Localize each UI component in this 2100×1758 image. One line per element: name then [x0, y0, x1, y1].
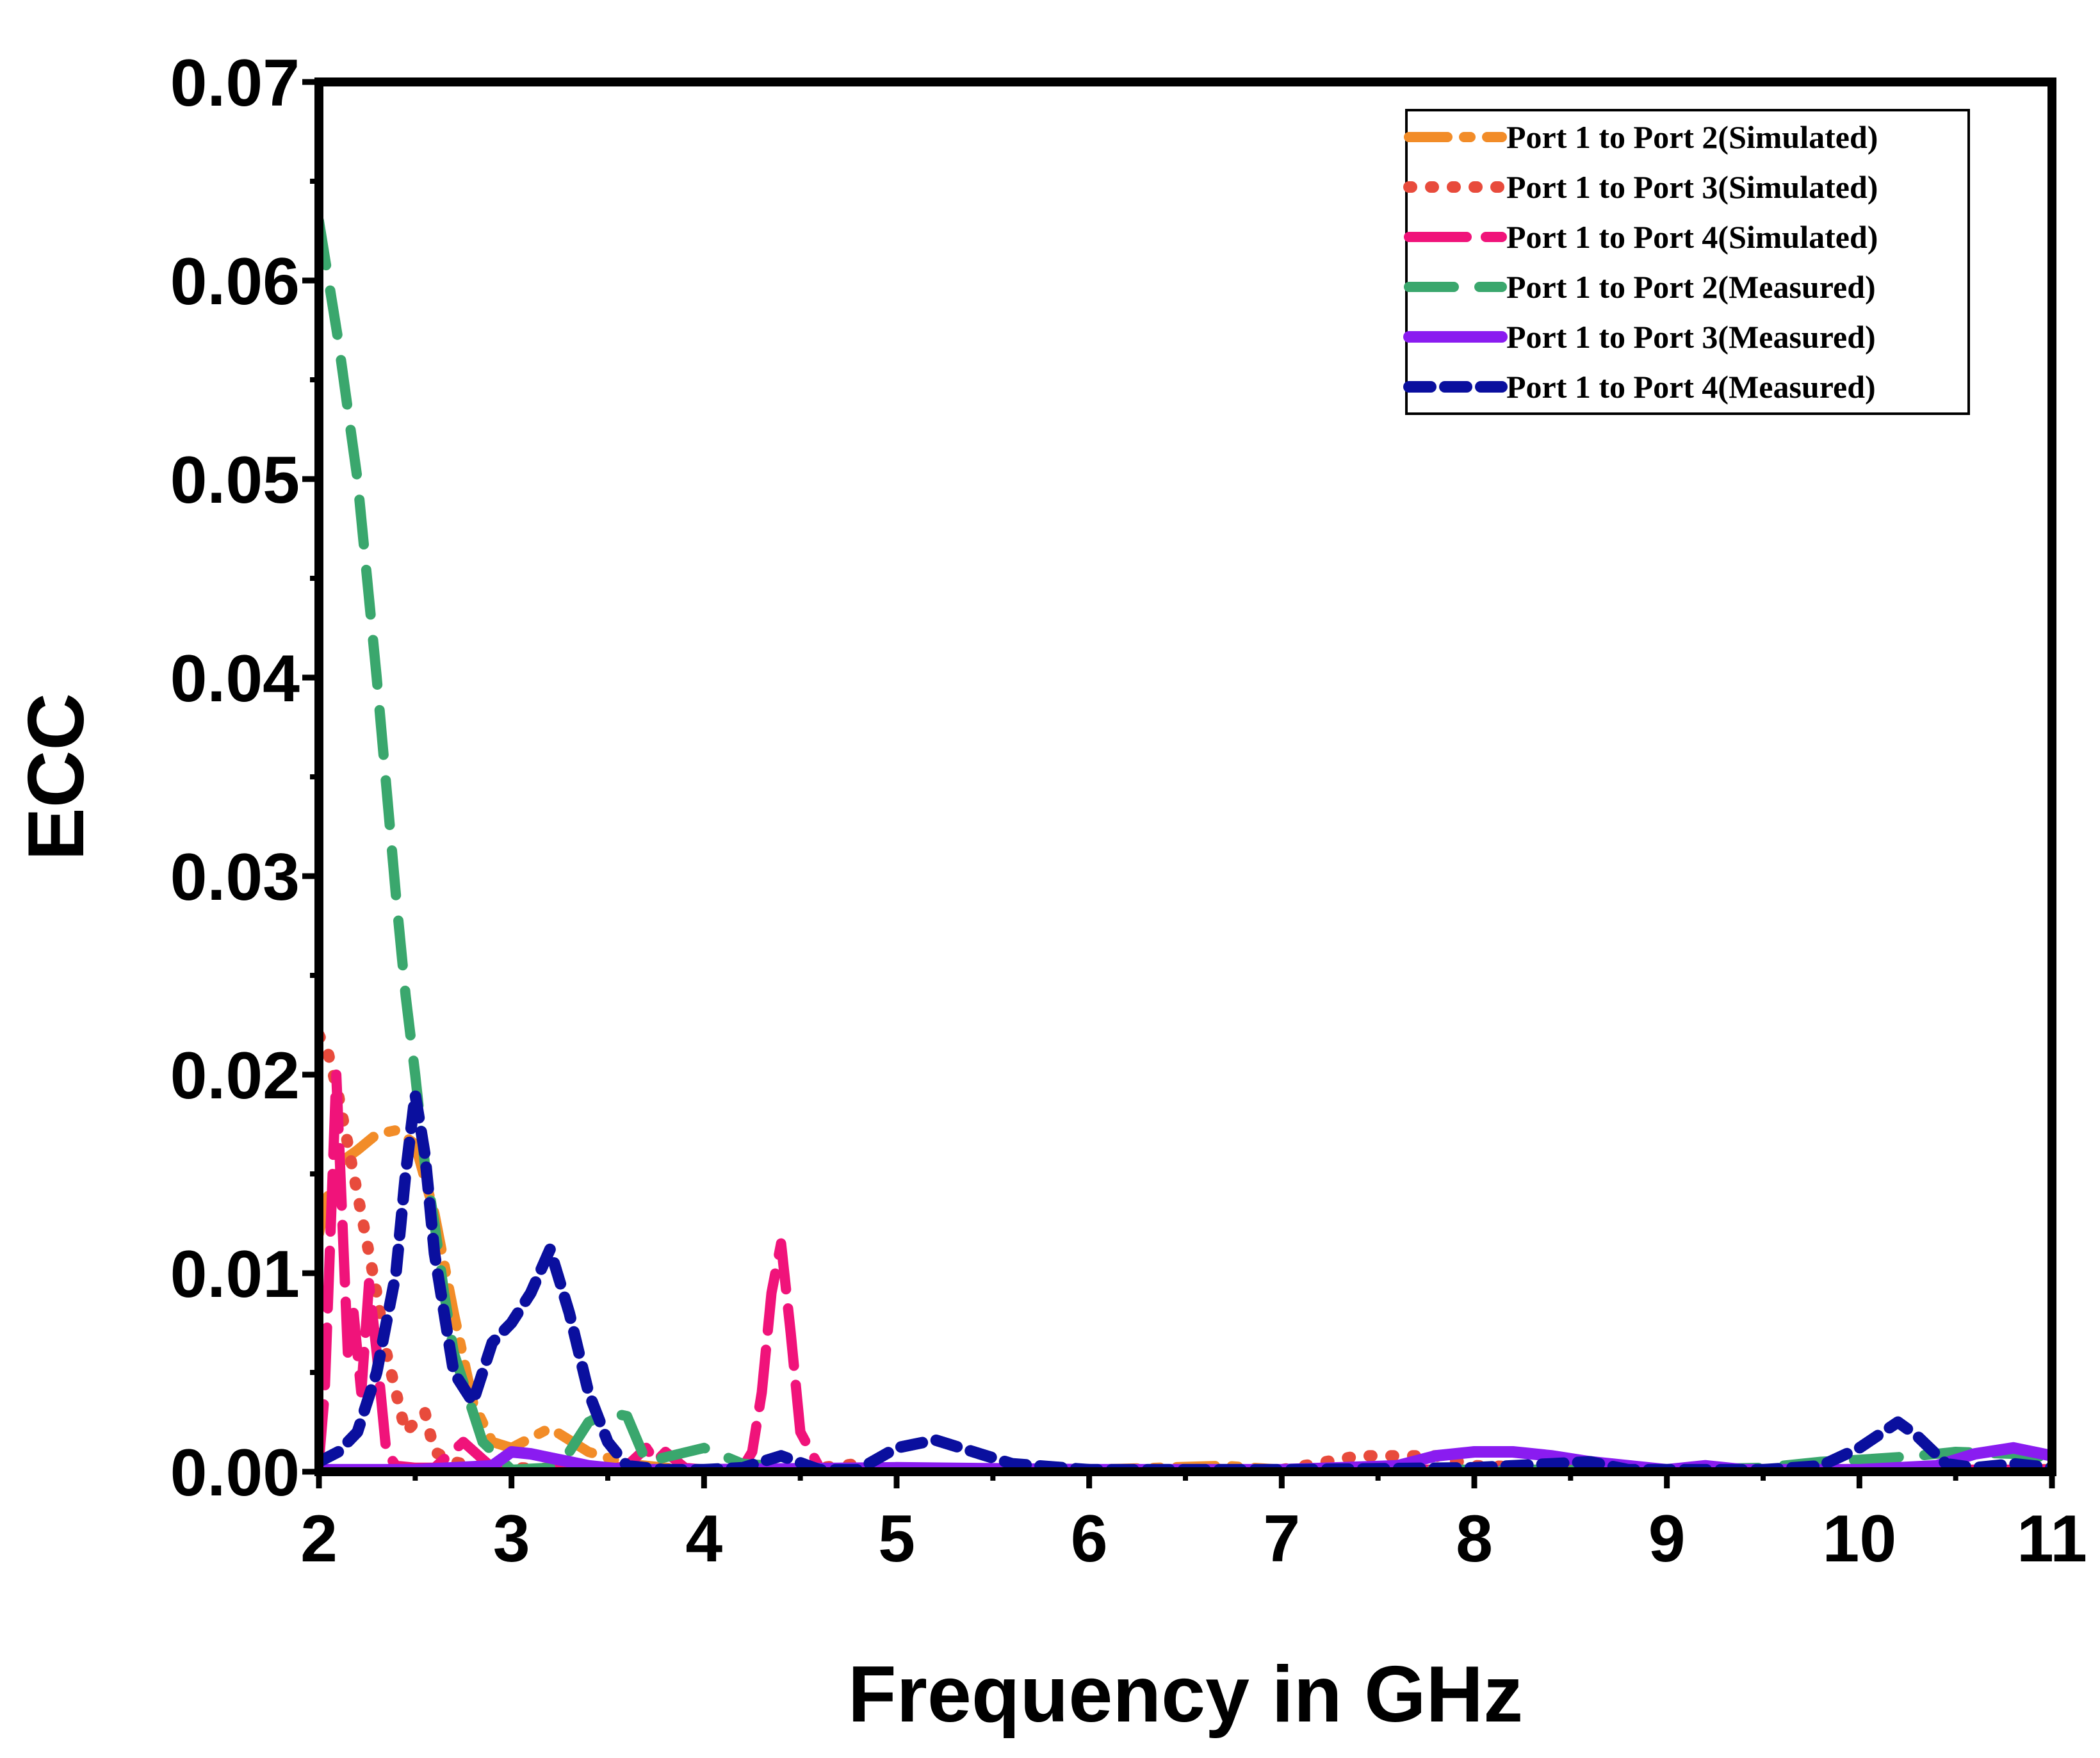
y-tick-label: 0.07 [170, 46, 300, 120]
y-tick-label: 0.03 [170, 840, 300, 915]
x-tick-label: 10 [1822, 1502, 1896, 1576]
legend-label-6: Port 1 to Port 4(Measured) [1506, 369, 1876, 405]
legend: Port 1 to Port 2(Simulated) Port 1 to Por… [1403, 109, 1970, 415]
x-tick-label: 7 [1263, 1502, 1300, 1576]
x-tick-label: 6 [1071, 1502, 1108, 1576]
ticks-layer: 2 3 4 5 6 7 8 9 10 11 0.00 0.01 0.02 0.03 0.04 0.05 0.06… [170, 46, 2087, 1576]
y-tick-label: 0.04 [170, 642, 300, 716]
y-tick-label: 0.05 [170, 443, 300, 517]
x-tick-label: 2 [300, 1502, 338, 1576]
y-axis-title: ECC [12, 693, 101, 861]
legend-label-3: Port 1 to Port 4(Simulated) [1506, 219, 1878, 255]
x-axis-title: Frequency in GHz [848, 1650, 1523, 1739]
y-tick-label: 0.01 [170, 1237, 300, 1312]
x-tick-label: 11 [2017, 1502, 2087, 1576]
x-tick-label: 4 [685, 1502, 722, 1576]
x-tick-label: 5 [878, 1502, 915, 1576]
legend-label-4: Port 1 to Port 2(Measured) [1506, 269, 1876, 305]
series-line-6 [319, 1089, 2052, 1472]
series-line-1 [319, 1125, 2052, 1472]
legend-box [1405, 109, 1970, 415]
y-tick-label: 0.02 [170, 1039, 300, 1113]
series-line-3 [319, 1070, 2052, 1472]
x-tick-label: 9 [1648, 1502, 1686, 1576]
x-tick-label: 3 [493, 1502, 530, 1576]
legend-label-5: Port 1 to Port 3(Measured) [1506, 319, 1876, 355]
legend-label-1: Port 1 to Port 2(Simulated) [1506, 119, 1878, 155]
series-line-2 [319, 1029, 2052, 1472]
x-tick-label: 8 [1456, 1502, 1493, 1576]
legend-label-2: Port 1 to Port 3(Simulated) [1506, 169, 1878, 205]
y-tick-label: 0.06 [170, 245, 300, 319]
y-tick-label: 0.00 [170, 1436, 300, 1510]
